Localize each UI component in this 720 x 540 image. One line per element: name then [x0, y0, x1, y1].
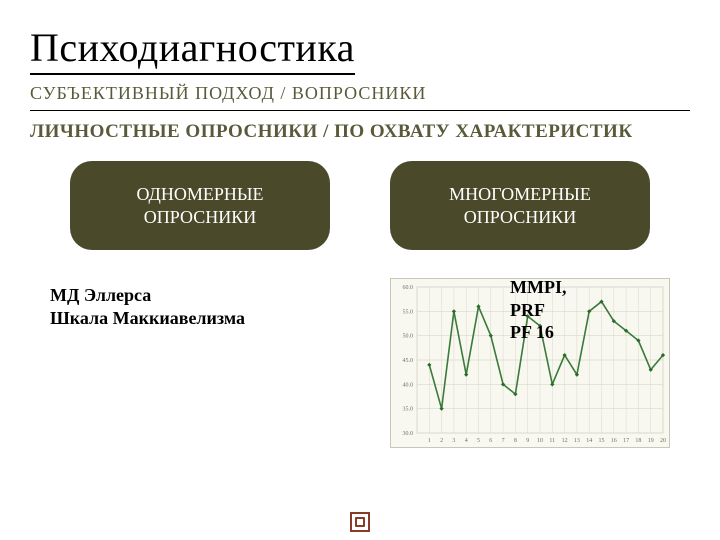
right-example-line3: PF 16 — [510, 321, 566, 344]
svg-text:35.0: 35.0 — [403, 407, 414, 413]
svg-text:18: 18 — [635, 438, 641, 444]
svg-text:7: 7 — [502, 438, 505, 444]
pill-row: ОДНОМЕРНЫЕ ОПРОСНИКИ МНОГОМЕРНЫЕ ОПРОСНИ… — [30, 161, 690, 250]
svg-text:30.0: 30.0 — [403, 431, 414, 437]
svg-text:3: 3 — [452, 438, 455, 444]
left-example-line2: Шкала Маккиавелизма — [50, 307, 245, 330]
subtitle-category: ЛИЧНОСТНЫЕ ОПРОСНИКИ / ПО ОХВАТУ ХАРАКТЕ… — [30, 121, 690, 143]
svg-text:50.0: 50.0 — [403, 334, 414, 340]
left-example-line1: МД Эллерса — [50, 284, 245, 307]
page-title: Психодиагностика — [30, 24, 355, 75]
svg-text:45.0: 45.0 — [403, 358, 414, 364]
slide-logo-icon — [350, 512, 370, 532]
examples-row: МД Эллерса Шкала Маккиавелизма MMPI, PRF… — [30, 278, 690, 448]
svg-text:5: 5 — [477, 438, 480, 444]
svg-text:16: 16 — [611, 438, 617, 444]
right-examples: MMPI, PRF PF 16 — [510, 276, 566, 344]
pill-unidimensional: ОДНОМЕРНЫЕ ОПРОСНИКИ — [70, 161, 330, 250]
svg-text:9: 9 — [526, 438, 529, 444]
svg-text:20: 20 — [660, 438, 666, 444]
svg-text:17: 17 — [623, 438, 629, 444]
svg-text:55.0: 55.0 — [403, 309, 414, 315]
svg-text:6: 6 — [489, 438, 492, 444]
svg-text:14: 14 — [586, 438, 592, 444]
svg-text:10: 10 — [537, 438, 543, 444]
svg-text:13: 13 — [574, 438, 580, 444]
right-block: MMPI, PRF PF 16 30.0 35.0 40.0 45.0 50.0 55.0… — [390, 278, 670, 448]
svg-text:60.0: 60.0 — [403, 285, 414, 291]
pill-multidimensional: МНОГОМЕРНЫЕ ОПРОСНИКИ — [390, 161, 650, 250]
svg-text:8: 8 — [514, 438, 517, 444]
svg-text:2: 2 — [440, 438, 443, 444]
svg-text:4: 4 — [465, 438, 468, 444]
svg-text:12: 12 — [562, 438, 568, 444]
svg-text:19: 19 — [648, 438, 654, 444]
svg-text:15: 15 — [599, 438, 605, 444]
svg-text:40.0: 40.0 — [403, 382, 414, 388]
left-examples: МД Эллерса Шкала Маккиавелизма — [50, 278, 245, 331]
svg-text:11: 11 — [549, 438, 555, 444]
svg-text:1: 1 — [428, 438, 431, 444]
subtitle-approach: СУБЪЕКТИВНЫЙ ПОДХОД / ВОПРОСНИКИ — [30, 79, 690, 111]
right-example-line2: PRF — [510, 299, 566, 322]
right-example-line1: MMPI, — [510, 276, 566, 299]
